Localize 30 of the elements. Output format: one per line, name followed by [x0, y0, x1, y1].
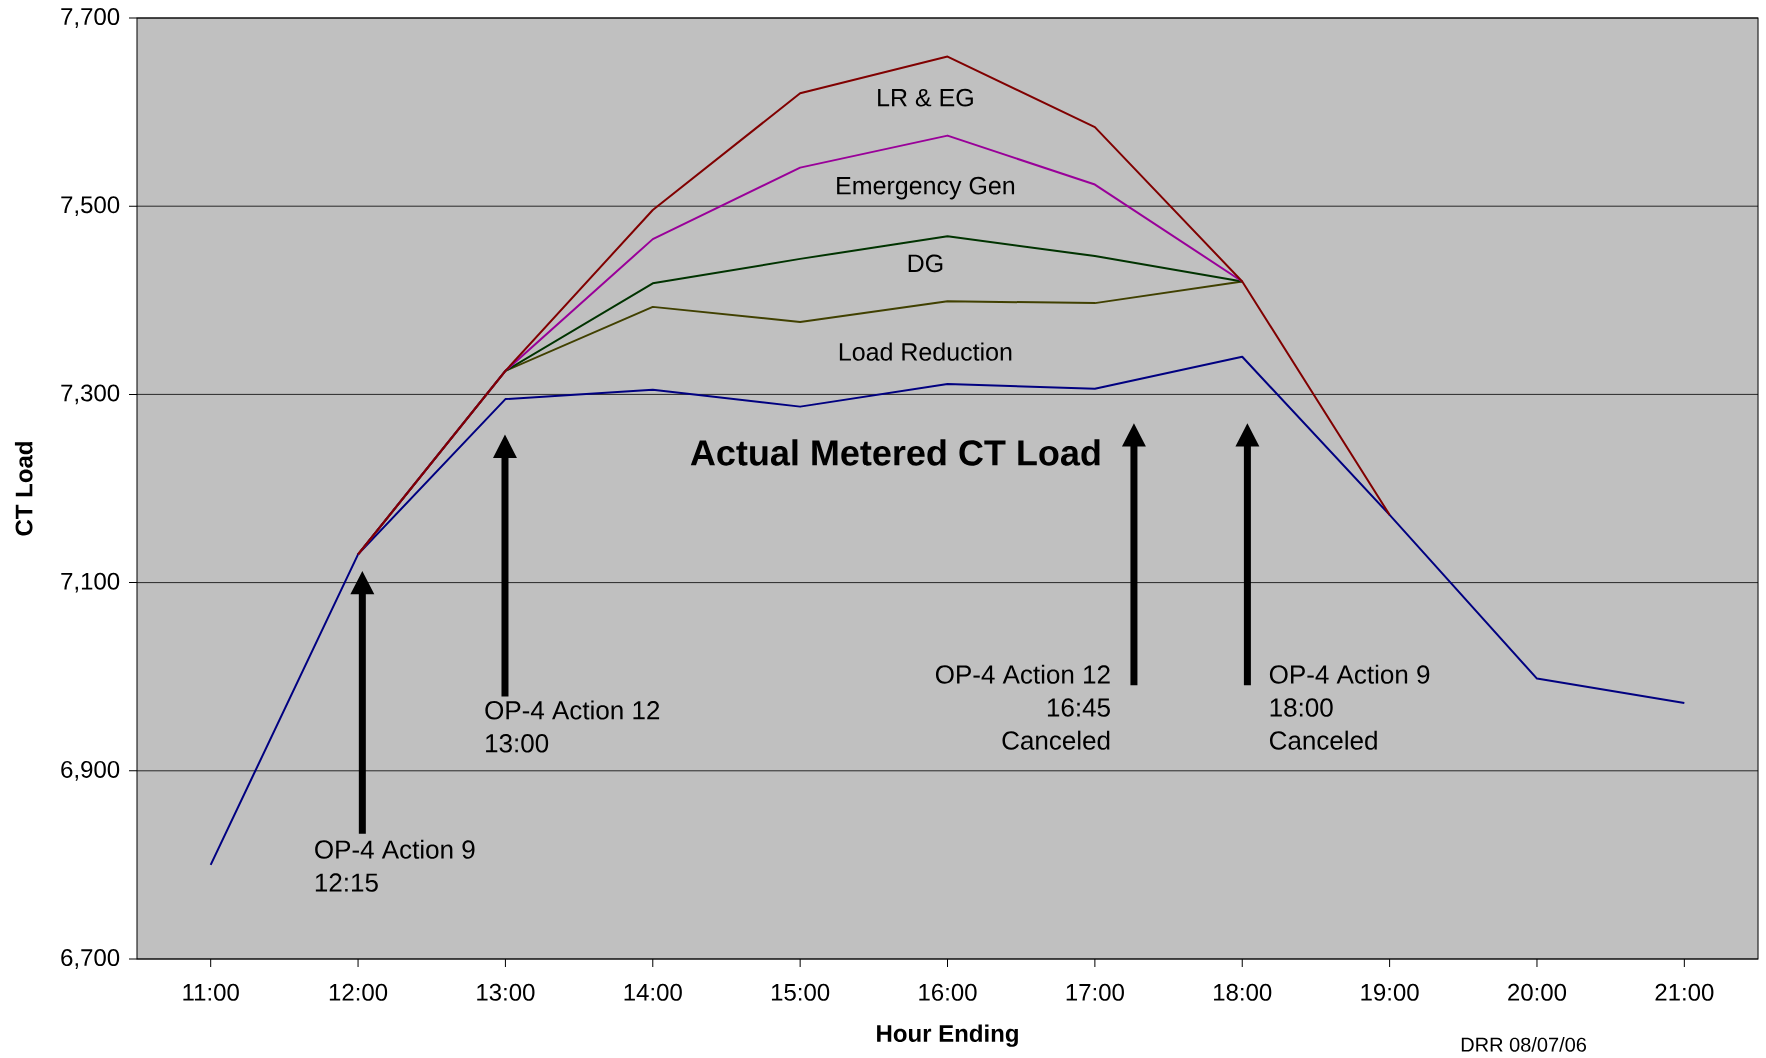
- x-tick-label: 13:00: [477, 983, 535, 1001]
- text: DRR 08/07/06: [1461, 1037, 1587, 1052]
- x-tick-label: 15:00: [771, 983, 830, 1001]
- series-label: Emergency Gen: [837, 176, 1015, 200]
- x-axis-title: Hour Ending: [877, 1024, 1018, 1047]
- y-tick-label: 7,300: [61, 384, 120, 405]
- y-tick-label: 7,500: [61, 196, 120, 217]
- x-tick-label: 11:00: [183, 983, 239, 1001]
- x-tick-label: 19:00: [1361, 983, 1419, 1001]
- series-label: DG: [908, 254, 943, 273]
- y-tick-label: 6,900: [61, 760, 120, 781]
- y-axis-title: CT Load: [14, 442, 33, 536]
- annotation: OP-4 Action 9 18:00 Canceled: [1269, 664, 1430, 750]
- line-series: [357, 55, 1391, 556]
- x-tick-label: 20:00: [1508, 983, 1567, 1001]
- annotation: OP-4 Action 9 12:15: [315, 839, 475, 892]
- y-tick-label: 7,100: [61, 572, 120, 593]
- y-tick-label: 7,700: [61, 8, 120, 28]
- series-label: Actual Metered CT Load: [690, 439, 1100, 466]
- x-tick-label: 21:00: [1655, 983, 1714, 1001]
- x-tick-label: 16:00: [919, 983, 977, 1001]
- annotation: OP-4 Action 12 16:45 Canceled: [935, 664, 1110, 750]
- annotation: OP-4 Action 12 13:00: [485, 700, 660, 753]
- x-tick-label: 17:00: [1066, 983, 1124, 1001]
- series-label: Load Reduction: [839, 342, 1012, 361]
- x-tick-label: 12:00: [329, 983, 388, 1001]
- y-tick-label: 6,700: [61, 949, 120, 969]
- x-tick-label: 18:00: [1214, 983, 1272, 1001]
- x-tick-label: 14:00: [624, 983, 682, 1001]
- series-label: LR & EG: [878, 88, 973, 107]
